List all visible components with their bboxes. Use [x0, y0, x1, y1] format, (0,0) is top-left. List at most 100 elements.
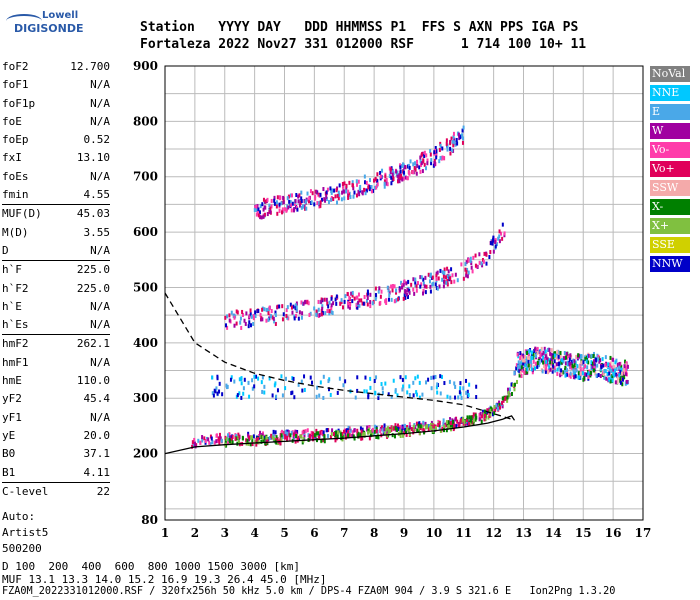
echo-point — [442, 284, 445, 289]
echo-point — [475, 384, 478, 389]
echo-point — [291, 193, 294, 198]
echo-point — [318, 313, 321, 318]
echo-point — [516, 352, 519, 357]
echo-point — [422, 158, 425, 163]
echo-point — [351, 293, 354, 298]
param-row: C-level 22 — [2, 481, 110, 501]
echo-point — [408, 425, 411, 430]
echo-point — [290, 305, 293, 310]
echo-point — [304, 200, 307, 205]
echo-point — [336, 200, 339, 205]
echo-point — [325, 297, 328, 302]
x-tick-label: 2 — [191, 526, 199, 540]
echo-point — [334, 430, 337, 435]
echo-point — [489, 408, 492, 413]
echo-point — [596, 363, 599, 368]
echo-point — [523, 370, 526, 375]
echo-point — [453, 381, 456, 386]
echo-point — [391, 168, 394, 173]
param-value: 12.700 — [70, 60, 110, 73]
echo-point — [403, 428, 406, 433]
echo-point — [466, 274, 469, 279]
echo-point — [303, 374, 306, 379]
echo-point — [266, 439, 269, 444]
echo-point — [278, 196, 281, 201]
echo-point — [404, 429, 407, 434]
echo-point — [550, 348, 553, 353]
echo-point — [351, 180, 354, 185]
echo-point — [368, 436, 371, 441]
echo-point — [439, 391, 442, 396]
echo-point — [616, 374, 619, 379]
echo-point — [455, 424, 458, 429]
echo-point — [437, 422, 440, 427]
legend-item: W — [650, 123, 690, 139]
echo-point — [442, 274, 445, 279]
echo-point — [557, 354, 560, 359]
echo-point — [364, 180, 367, 185]
echo-point — [429, 284, 432, 289]
echo-point — [357, 292, 360, 297]
echo-point — [233, 379, 236, 384]
echo-point — [296, 207, 299, 212]
echo-point — [253, 374, 256, 379]
echo-point — [566, 372, 568, 377]
echo-point — [435, 286, 438, 291]
x-tick-label: 9 — [400, 526, 408, 540]
echo-point — [229, 377, 232, 382]
echo-point — [534, 366, 537, 371]
echo-point — [623, 364, 626, 369]
param-name: fxI — [2, 151, 22, 165]
echo-point — [556, 371, 559, 376]
echo-point — [474, 253, 477, 258]
param-row: yE 20.0 — [2, 427, 110, 445]
echo-point — [485, 252, 488, 257]
echo-point — [425, 153, 428, 158]
param-row: foF2 12.700 — [2, 58, 110, 76]
echo-point — [474, 263, 477, 268]
echo-point — [251, 386, 254, 391]
echo-point — [368, 187, 371, 192]
echo-point — [499, 405, 502, 410]
param-row: B0 37.1 — [2, 445, 110, 463]
footer-muf-values: 13.1 13.3 14.0 15.2 16.9 19.3 26.4 45.0 … — [21, 573, 327, 586]
echo-point — [412, 424, 415, 429]
echo-point — [353, 428, 356, 433]
echo-point — [449, 421, 452, 426]
echo-point — [274, 313, 277, 318]
echo-point — [353, 296, 356, 301]
echo-point — [520, 365, 523, 370]
echo-point — [412, 170, 415, 175]
echo-point — [326, 301, 329, 306]
echo-point — [357, 189, 360, 194]
echo-point — [295, 305, 298, 310]
echo-point — [212, 393, 215, 398]
echo-point — [359, 184, 362, 189]
echo-point — [472, 412, 475, 417]
echo-point — [268, 376, 271, 381]
echo-point — [443, 279, 446, 284]
echo-point — [579, 367, 582, 372]
echo-point — [375, 375, 378, 380]
echo-point — [530, 353, 533, 358]
echo-point — [436, 382, 439, 387]
echo-point — [383, 429, 386, 434]
echo-point — [386, 426, 389, 431]
echo-point — [391, 284, 394, 289]
echo-point — [429, 272, 432, 277]
echo-point — [317, 307, 320, 312]
echo-point — [414, 376, 417, 381]
echo-point — [340, 431, 343, 436]
echo-point — [369, 433, 372, 438]
echo-point — [308, 196, 311, 201]
param-name: C-level — [2, 484, 49, 498]
echo-point — [446, 147, 449, 152]
echo-point — [331, 311, 334, 316]
echo-point — [582, 367, 585, 372]
echo-point — [297, 316, 300, 321]
echo-point — [458, 136, 461, 141]
echo-point — [261, 375, 264, 380]
param-row: yF1 N/A — [2, 409, 110, 427]
echo-point — [374, 296, 377, 301]
echo-point — [303, 433, 306, 438]
